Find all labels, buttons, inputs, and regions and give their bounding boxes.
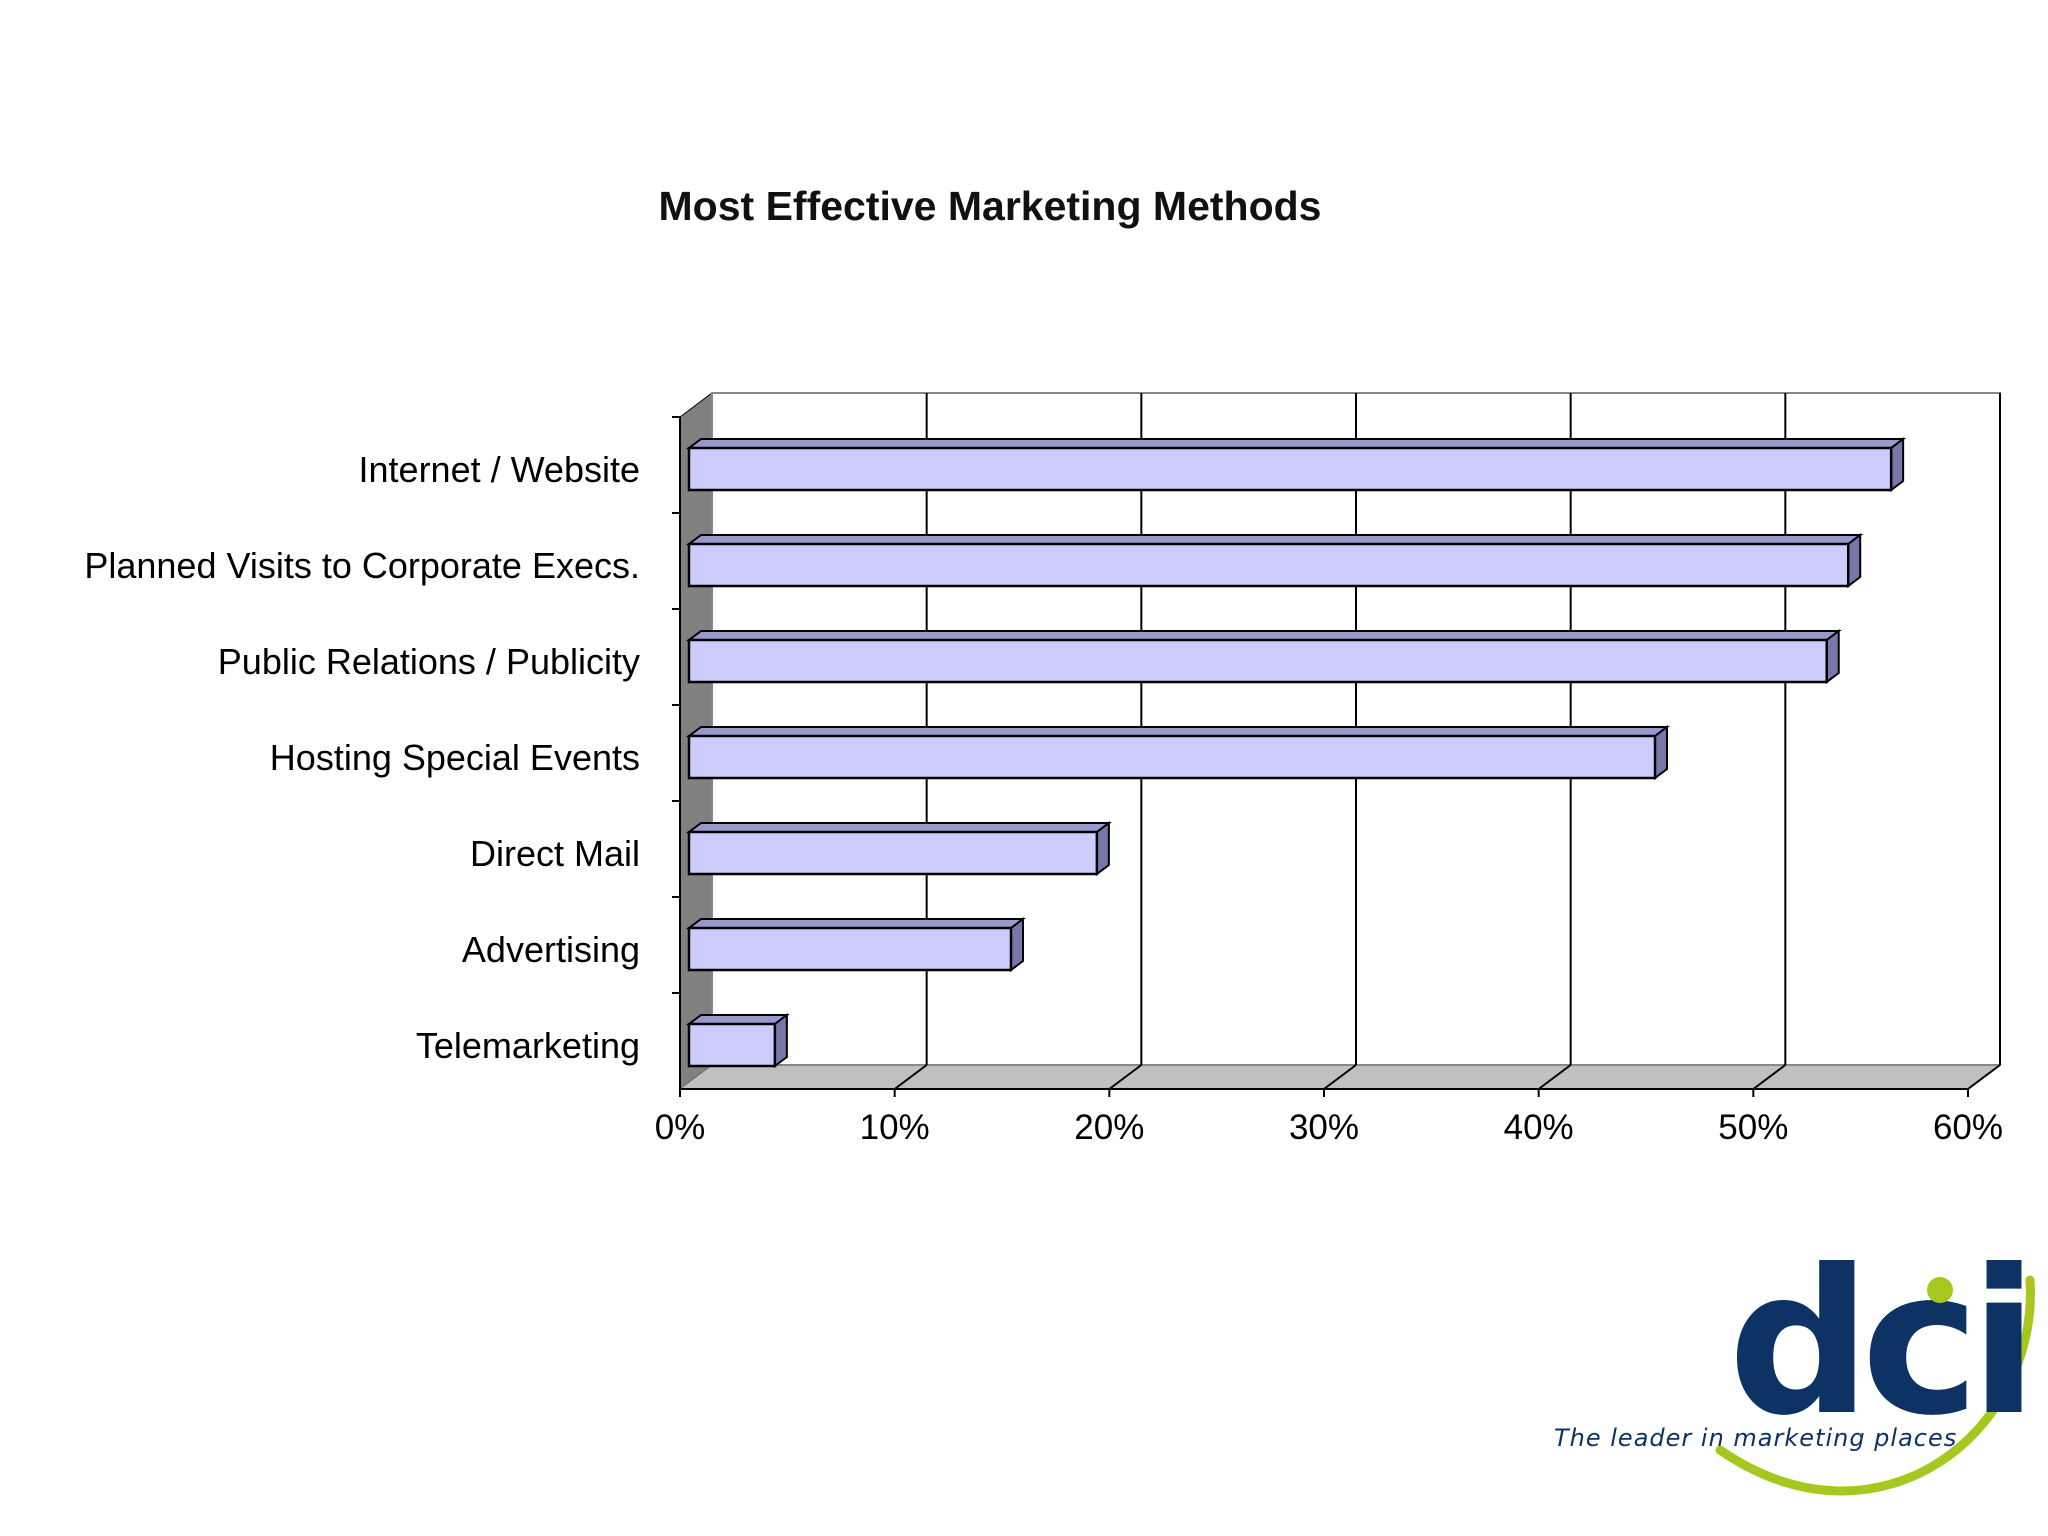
x-tick-label: 50% bbox=[1718, 1108, 1788, 1147]
bar-top bbox=[686, 918, 1026, 929]
bar bbox=[687, 446, 1893, 492]
bar bbox=[687, 926, 1013, 972]
category-label: Advertising bbox=[462, 929, 640, 970]
x-tick-label: 60% bbox=[1933, 1108, 2003, 1147]
logo-text: dci bbox=[1728, 1227, 2028, 1460]
category-labels: Internet / Website Planned Visits to Corp… bbox=[84, 449, 640, 1066]
bar-side bbox=[1847, 533, 1862, 588]
bar-top bbox=[686, 630, 1842, 641]
floor-gridline bbox=[1967, 1064, 2001, 1090]
category-label: Telemarketing bbox=[416, 1025, 640, 1066]
logo-swoosh bbox=[1715, 1275, 2035, 1496]
bar bbox=[687, 1022, 777, 1068]
bar-top bbox=[686, 1014, 790, 1025]
bar-side bbox=[1825, 629, 1840, 684]
chart-title: Most Effective Marketing Methods bbox=[659, 183, 1322, 229]
bar-side bbox=[1095, 821, 1110, 876]
bar-side bbox=[773, 1013, 788, 1068]
bar-top bbox=[686, 534, 1864, 545]
logo-tagline: The leader in marketing places bbox=[1554, 1424, 1957, 1452]
category-label: Direct Mail bbox=[470, 833, 640, 874]
bars bbox=[686, 437, 1907, 1068]
bar bbox=[687, 734, 1657, 780]
bar bbox=[687, 638, 1828, 684]
bar-side bbox=[1890, 437, 1905, 492]
dci-logo: dci The leader in marketing places bbox=[1554, 1227, 2038, 1496]
logo-dot bbox=[1927, 1277, 1953, 1303]
x-tick-label: 30% bbox=[1289, 1108, 1359, 1147]
category-label: Planned Visits to Corporate Execs. bbox=[84, 545, 640, 586]
bar-top bbox=[686, 438, 1907, 449]
floor-gridline bbox=[894, 1064, 928, 1090]
x-tick-label: 0% bbox=[655, 1108, 706, 1147]
category-label: Hosting Special Events bbox=[270, 737, 640, 778]
bar bbox=[687, 542, 1850, 588]
bar bbox=[687, 830, 1099, 876]
x-tick-label: 40% bbox=[1504, 1108, 1574, 1147]
bar-side bbox=[1010, 917, 1024, 972]
category-label: Public Relations / Publicity bbox=[218, 641, 640, 682]
floor-gridline bbox=[1323, 1064, 1357, 1090]
floor-gridline bbox=[1108, 1064, 1142, 1090]
plot-area: Internet / Website Planned Visits to Corp… bbox=[84, 392, 2003, 1147]
bar-side bbox=[1654, 725, 1668, 780]
bar-top bbox=[686, 726, 1670, 737]
floor-gridline bbox=[1538, 1064, 1572, 1090]
floor-gridline bbox=[1752, 1064, 1786, 1090]
x-tick-label: 20% bbox=[1074, 1108, 1144, 1147]
tick-labels: 0% 10% 20% 30% 40% 50% 60% bbox=[655, 1108, 2003, 1147]
x-tick-label: 10% bbox=[860, 1108, 930, 1147]
category-label: Internet / Website bbox=[359, 449, 640, 490]
bar-top bbox=[686, 822, 1112, 833]
